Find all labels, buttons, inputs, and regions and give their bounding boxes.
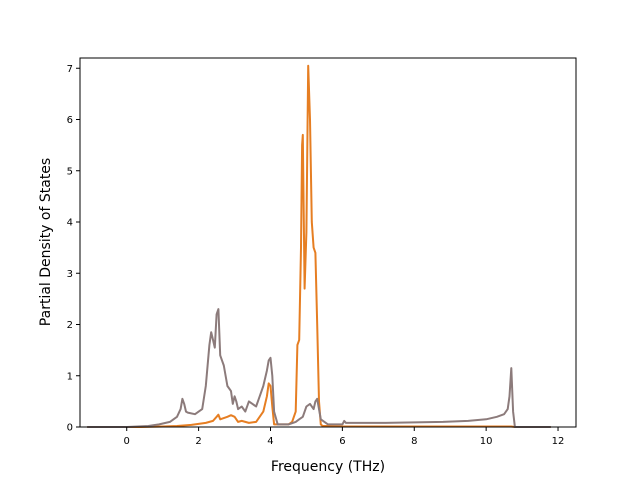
y-tick-label: 1 [67, 371, 73, 382]
series-line-1 [87, 64, 551, 428]
plot-frame [79, 57, 577, 428]
x-tick-label: 6 [339, 436, 345, 447]
x-tick-label: 0 [124, 436, 130, 447]
x-axis-label: Frequency (THz) [271, 459, 385, 475]
series-line-2 [87, 308, 551, 428]
x-tick-label: 2 [195, 436, 201, 447]
y-tick-label: 7 [67, 64, 73, 75]
x-tick-label: 4 [267, 436, 273, 447]
y-tick-label: 3 [67, 269, 73, 280]
series-layer [87, 64, 551, 428]
x-axis-ticks: 0 2 4 6 8 10 12 [124, 427, 565, 447]
y-tick-label: 6 [67, 115, 73, 126]
y-tick-label: 4 [67, 218, 73, 229]
y-axis-label: Partial Density of States [38, 158, 54, 326]
x-tick-label: 8 [411, 436, 417, 447]
x-tick-label: 12 [552, 436, 565, 447]
y-axis-ticks: 0 1 2 3 4 5 6 7 [67, 64, 80, 434]
y-tick-label: 2 [67, 320, 73, 331]
x-tick-label: 10 [480, 436, 493, 447]
y-tick-label: 0 [67, 423, 73, 434]
y-tick-label: 5 [67, 166, 73, 177]
